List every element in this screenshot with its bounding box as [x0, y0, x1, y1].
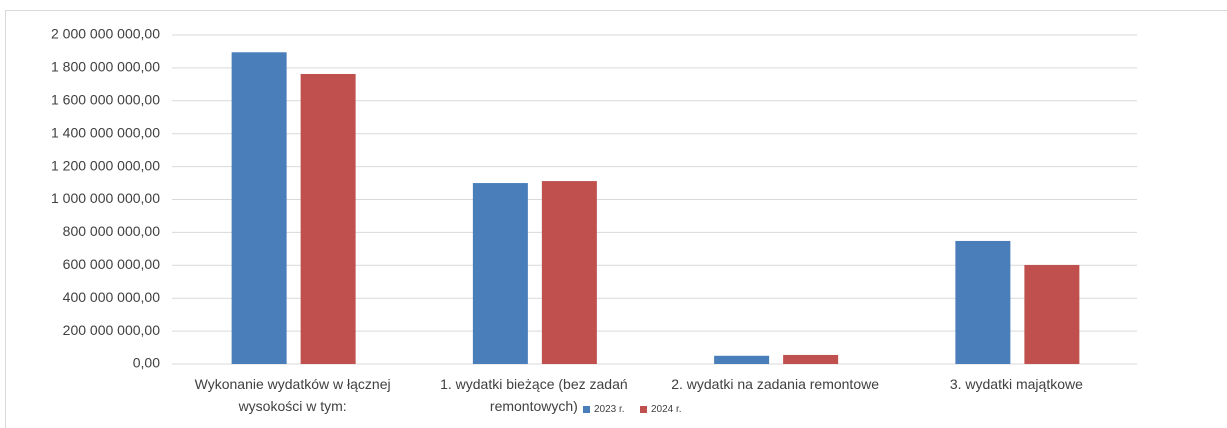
y-tick-label: 200 000 000,00 — [63, 322, 161, 338]
y-tick-label: 2 000 000 000,00 — [51, 26, 160, 42]
bar — [783, 354, 839, 364]
y-tick-label: 0,00 — [133, 355, 160, 371]
y-tick-label: 1 000 000 000,00 — [51, 190, 160, 206]
legend-swatch — [640, 406, 647, 413]
x-tick-label: Wykonanie wydatków w łącznej wysokości w… — [194, 376, 391, 414]
x-tick-label: 2. wydatki na zadania remontowe — [671, 376, 880, 392]
y-tick-label: 1 200 000 000,00 — [51, 157, 160, 173]
legend-swatch — [583, 406, 590, 413]
y-tick-label: 1 600 000 000,00 — [51, 92, 160, 108]
bar — [955, 240, 1011, 364]
y-tick-label: 800 000 000,00 — [63, 223, 161, 239]
x-tick-label: 1. wydatki bieżące (bez zadań remontowyc… — [440, 376, 628, 414]
bar — [300, 73, 356, 364]
y-tick-label: 400 000 000,00 — [63, 289, 161, 305]
y-tick-label: 1 800 000 000,00 — [51, 59, 160, 75]
legend-label: 2024 r. — [651, 404, 682, 415]
bar — [231, 52, 287, 365]
legend-label: 2023 r. — [594, 404, 625, 415]
y-tick-label: 600 000 000,00 — [63, 256, 161, 272]
chart-border — [5, 10, 1227, 428]
bar — [472, 183, 528, 364]
bar — [1024, 264, 1080, 364]
y-tick-label: 1 400 000 000,00 — [51, 124, 160, 140]
x-tick-label: 3. wydatki majątkowe — [949, 376, 1083, 392]
legend-item: 2024 r. — [640, 404, 682, 415]
bar — [541, 181, 597, 364]
legend-item: 2023 r. — [583, 404, 625, 415]
bar — [714, 355, 770, 364]
